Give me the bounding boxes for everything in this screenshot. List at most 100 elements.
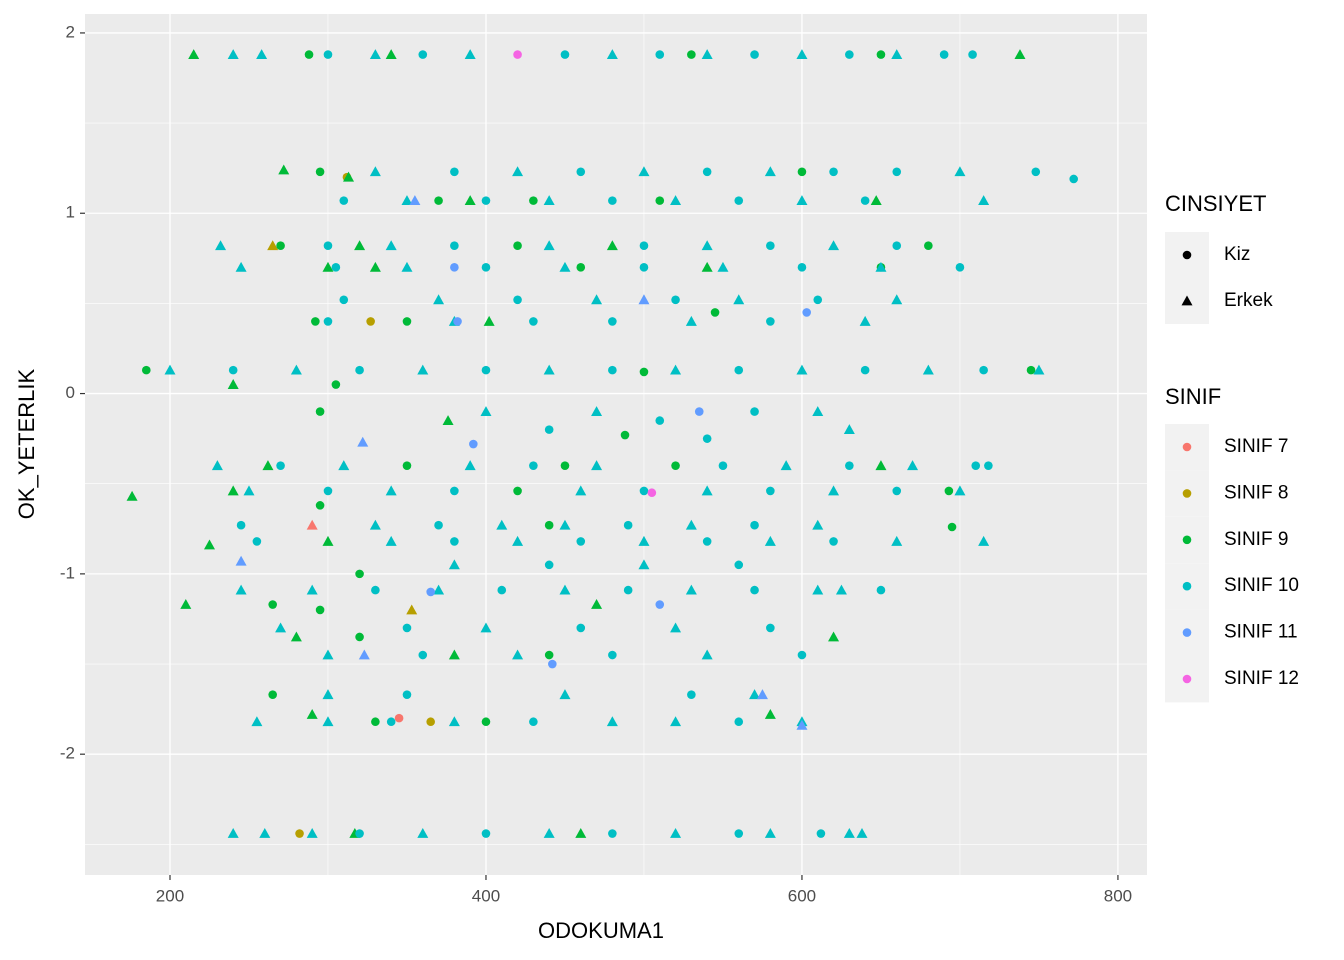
x-axis-title: ODOKUMA1 [538, 918, 664, 943]
grid [85, 14, 1147, 875]
point [828, 631, 840, 642]
point [955, 263, 965, 272]
point [275, 622, 287, 633]
point [876, 585, 886, 595]
point [860, 196, 870, 205]
point [543, 828, 555, 838]
point [734, 829, 744, 838]
point [701, 261, 713, 272]
point [513, 295, 522, 305]
point [543, 195, 555, 206]
point [295, 829, 304, 838]
point [968, 50, 977, 59]
point [575, 828, 587, 838]
point [394, 713, 404, 723]
point [339, 196, 349, 205]
point [306, 828, 318, 838]
point [544, 560, 554, 570]
point [655, 50, 665, 59]
point [766, 241, 775, 251]
point [710, 308, 720, 317]
point [338, 460, 350, 471]
point [339, 295, 349, 305]
point [311, 317, 320, 326]
point [357, 436, 369, 447]
point [243, 485, 255, 496]
y-axis-title: OK_YETERLIK [14, 368, 39, 519]
point [331, 380, 341, 389]
point [796, 195, 808, 206]
point [369, 49, 381, 59]
point [227, 49, 239, 59]
point [978, 535, 990, 546]
point [354, 240, 366, 251]
point [385, 240, 397, 251]
point [188, 49, 200, 59]
point [448, 649, 460, 660]
point [655, 600, 665, 609]
point [828, 485, 840, 496]
point [802, 308, 811, 317]
point [480, 622, 492, 633]
point [483, 315, 495, 326]
point [694, 407, 704, 416]
legend-label: SINIF 12 [1224, 668, 1299, 689]
point [276, 241, 285, 251]
point [655, 416, 665, 425]
point [1033, 364, 1045, 375]
legend-swatch [1182, 489, 1192, 498]
point [529, 196, 538, 205]
point [401, 195, 413, 206]
point [812, 584, 824, 595]
point [417, 364, 429, 375]
point [401, 261, 413, 272]
point [544, 650, 554, 660]
point [450, 537, 459, 546]
point [355, 569, 364, 579]
point [639, 367, 649, 377]
point [385, 535, 397, 546]
point [954, 485, 966, 496]
point [685, 584, 697, 595]
point [954, 166, 966, 177]
point [355, 632, 364, 642]
point [402, 623, 412, 633]
point [141, 365, 151, 375]
point [670, 364, 682, 375]
point [947, 522, 957, 532]
point [623, 520, 633, 530]
point [734, 560, 744, 570]
point [701, 485, 713, 496]
point [780, 460, 792, 471]
point [322, 261, 334, 272]
legend-title: CINSIYET [1165, 191, 1266, 216]
point [701, 49, 713, 59]
point [638, 559, 650, 570]
point [750, 407, 759, 416]
point [764, 535, 776, 546]
point [323, 50, 333, 59]
point [812, 519, 824, 530]
point [813, 295, 823, 305]
point [371, 717, 380, 727]
point [591, 406, 603, 416]
point [418, 650, 428, 660]
point [497, 585, 507, 595]
point [734, 365, 744, 375]
point [513, 486, 522, 496]
point [835, 584, 847, 595]
point [576, 623, 586, 633]
point [543, 364, 555, 375]
point [366, 317, 375, 326]
point [450, 486, 459, 496]
point [417, 828, 429, 838]
point [409, 195, 421, 206]
point [766, 486, 775, 496]
point [591, 294, 603, 305]
legend-label: SINIF 10 [1224, 575, 1299, 596]
point [856, 828, 868, 838]
point [543, 240, 555, 251]
point [828, 240, 840, 251]
point [860, 365, 870, 375]
point [891, 535, 903, 546]
